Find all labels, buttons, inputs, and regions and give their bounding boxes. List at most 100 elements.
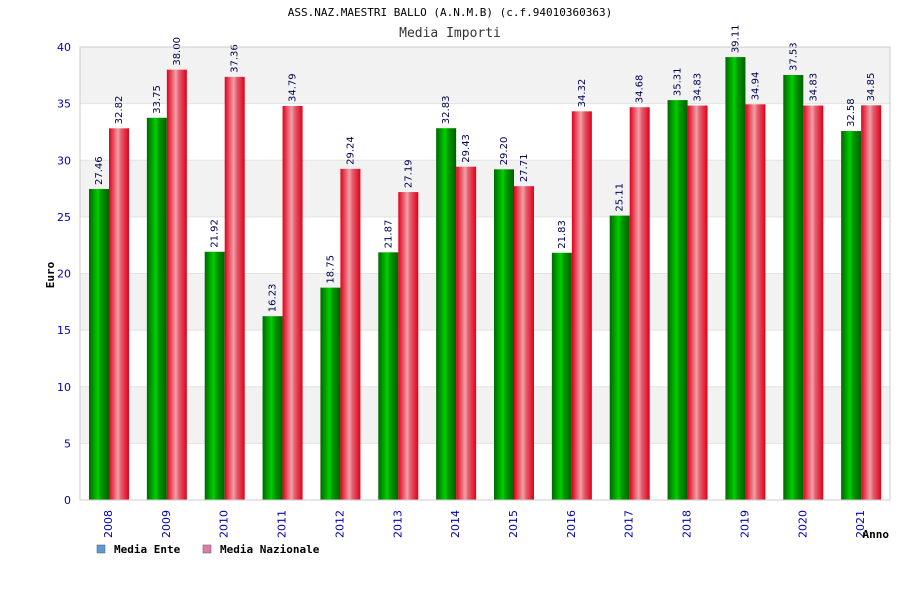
- bar-ente-2013: [378, 252, 399, 500]
- value-label-ente-2013: 21.87: [383, 220, 394, 249]
- chart-title: ASS.NAZ.MAESTRI BALLO (A.N.M.B) (c.f.940…: [288, 6, 613, 19]
- grid-band: [80, 273, 890, 331]
- value-label-nazionale-2014: 29.43: [461, 134, 472, 163]
- bar-nazionale-2017: [629, 107, 650, 501]
- y-tick-label: 30: [57, 154, 71, 167]
- x-tick-label-2016: 2016: [565, 510, 578, 538]
- value-label-ente-2014: 32.83: [441, 96, 452, 125]
- value-label-nazionale-2015: 27.71: [519, 154, 530, 183]
- x-tick-label-2009: 2009: [160, 510, 173, 538]
- bar-ente-2018: [667, 100, 688, 500]
- x-axis-ticks: 2008 2009 2010 2011 2012 2013 2014 2015 2016 2017…: [102, 510, 867, 538]
- value-label-nazionale-2009: 38.00: [172, 37, 183, 66]
- value-label-ente-2017: 25.11: [615, 183, 626, 212]
- chart-subtitle: Media Importi: [399, 26, 501, 41]
- value-label-ente-2018: 35.31: [673, 67, 684, 96]
- bar-ente-2015: [494, 169, 514, 500]
- y-tick-label: 10: [57, 381, 71, 394]
- grid-band: [80, 103, 890, 161]
- x-tick-label-2021: 2021: [854, 510, 867, 538]
- x-tick-label-2017: 2017: [623, 510, 636, 538]
- bar-ente-2020: [783, 74, 804, 500]
- legend-label-media-ente: Media Ente: [114, 543, 181, 556]
- x-tick-label-2018: 2018: [681, 510, 694, 538]
- bar-ente-2016: [551, 252, 572, 500]
- plot-area-border: [79, 46, 891, 501]
- x-tick-label-2008: 2008: [102, 510, 115, 538]
- bar-ente-2017: [609, 215, 630, 500]
- value-label-nazionale-2017: 34.68: [635, 75, 646, 104]
- bar-nazionale-2013: [398, 192, 419, 501]
- bar-ente-2011: [262, 316, 283, 500]
- y-tick-label: 25: [57, 211, 71, 224]
- x-tick-label-2019: 2019: [738, 510, 751, 538]
- grid-bands: [80, 47, 890, 500]
- bar-nazionale-2009: [166, 69, 187, 501]
- legend-swatch-media-nazionale: [202, 544, 212, 554]
- x-axis-label: Anno: [863, 528, 890, 541]
- bar-nazionale-2019: [745, 104, 766, 500]
- value-label-ente-2015: 29.20: [499, 137, 510, 166]
- value-label-ente-2008: 27.46: [94, 156, 105, 185]
- bar-nazionale-2010: [224, 76, 245, 500]
- bar-ente-2014: [436, 128, 457, 500]
- x-tick-label-2015: 2015: [507, 510, 520, 538]
- bar-nazionale-2016: [571, 111, 592, 501]
- y-tick-label: 35: [57, 98, 71, 111]
- value-label-nazionale-2020: 34.83: [808, 73, 819, 102]
- bar-nazionale-2015: [514, 186, 534, 500]
- bar-ente-2010: [204, 251, 225, 500]
- value-label-ente-2019: 39.11: [730, 24, 741, 53]
- bars-group: 27.46 32.82 33.75 38.00 21.92 37.36 16.23 34.79…: [89, 24, 882, 501]
- bar-nazionale-2014: [456, 166, 477, 500]
- y-tick-label: 15: [57, 324, 71, 337]
- value-label-ente-2021: 32.58: [846, 98, 857, 127]
- bar-ente-2008: [89, 189, 109, 500]
- value-label-nazionale-2018: 34.83: [693, 73, 704, 102]
- value-label-ente-2009: 33.75: [152, 85, 163, 114]
- grid-band: [80, 330, 890, 387]
- bar-ente-2012: [320, 287, 341, 500]
- legend-swatch-media-ente: [96, 544, 106, 554]
- grid-band: [80, 47, 890, 104]
- value-label-nazionale-2016: 34.32: [577, 79, 588, 108]
- bar-nazionale-2020: [803, 105, 824, 501]
- grid-band: [80, 160, 890, 217]
- bar-ente-2021: [841, 131, 862, 500]
- y-tick-label: 0: [64, 494, 71, 507]
- value-label-nazionale-2010: 37.36: [230, 44, 241, 73]
- value-label-nazionale-2019: 34.94: [750, 72, 761, 101]
- value-label-nazionale-2012: 29.24: [345, 136, 356, 165]
- grid-band: [80, 386, 890, 444]
- bar-ente-2019: [725, 57, 746, 500]
- x-tick-label-2013: 2013: [391, 510, 404, 538]
- y-tick-label: 20: [57, 268, 71, 281]
- value-label-nazionale-2008: 32.82: [114, 96, 125, 125]
- grid-band: [80, 216, 890, 274]
- bar-nazionale-2018: [687, 105, 708, 501]
- bar-ente-2009: [146, 117, 167, 500]
- bar-nazionale-2012: [340, 168, 361, 500]
- y-tick-label: 40: [57, 41, 71, 54]
- y-axis-label: Euro: [44, 261, 57, 288]
- y-axis-ticks: 0 5 10 15 20 25 30 35 40: [57, 41, 71, 507]
- value-label-ente-2010: 21.92: [210, 219, 221, 248]
- value-label-nazionale-2021: 34.85: [866, 73, 877, 102]
- bar-nazionale-2008: [109, 128, 129, 500]
- y-tick-label: 5: [64, 437, 71, 450]
- x-tick-label-2011: 2011: [276, 510, 289, 538]
- legend-label-media-nazionale: Media Nazionale: [220, 543, 320, 556]
- x-tick-label-2020: 2020: [796, 510, 809, 538]
- value-label-ente-2011: 16.23: [268, 284, 279, 313]
- value-label-nazionale-2013: 27.19: [403, 159, 414, 188]
- bar-nazionale-2011: [282, 106, 303, 501]
- x-tick-label-2012: 2012: [333, 510, 346, 538]
- value-label-ente-2020: 37.53: [788, 42, 799, 71]
- bar-nazionale-2021: [861, 105, 882, 500]
- grid-band: [80, 443, 890, 500]
- value-label-nazionale-2011: 34.79: [288, 73, 299, 102]
- x-tick-label-2014: 2014: [449, 510, 462, 538]
- x-tick-label-2010: 2010: [218, 510, 231, 538]
- value-label-ente-2016: 21.83: [557, 220, 568, 249]
